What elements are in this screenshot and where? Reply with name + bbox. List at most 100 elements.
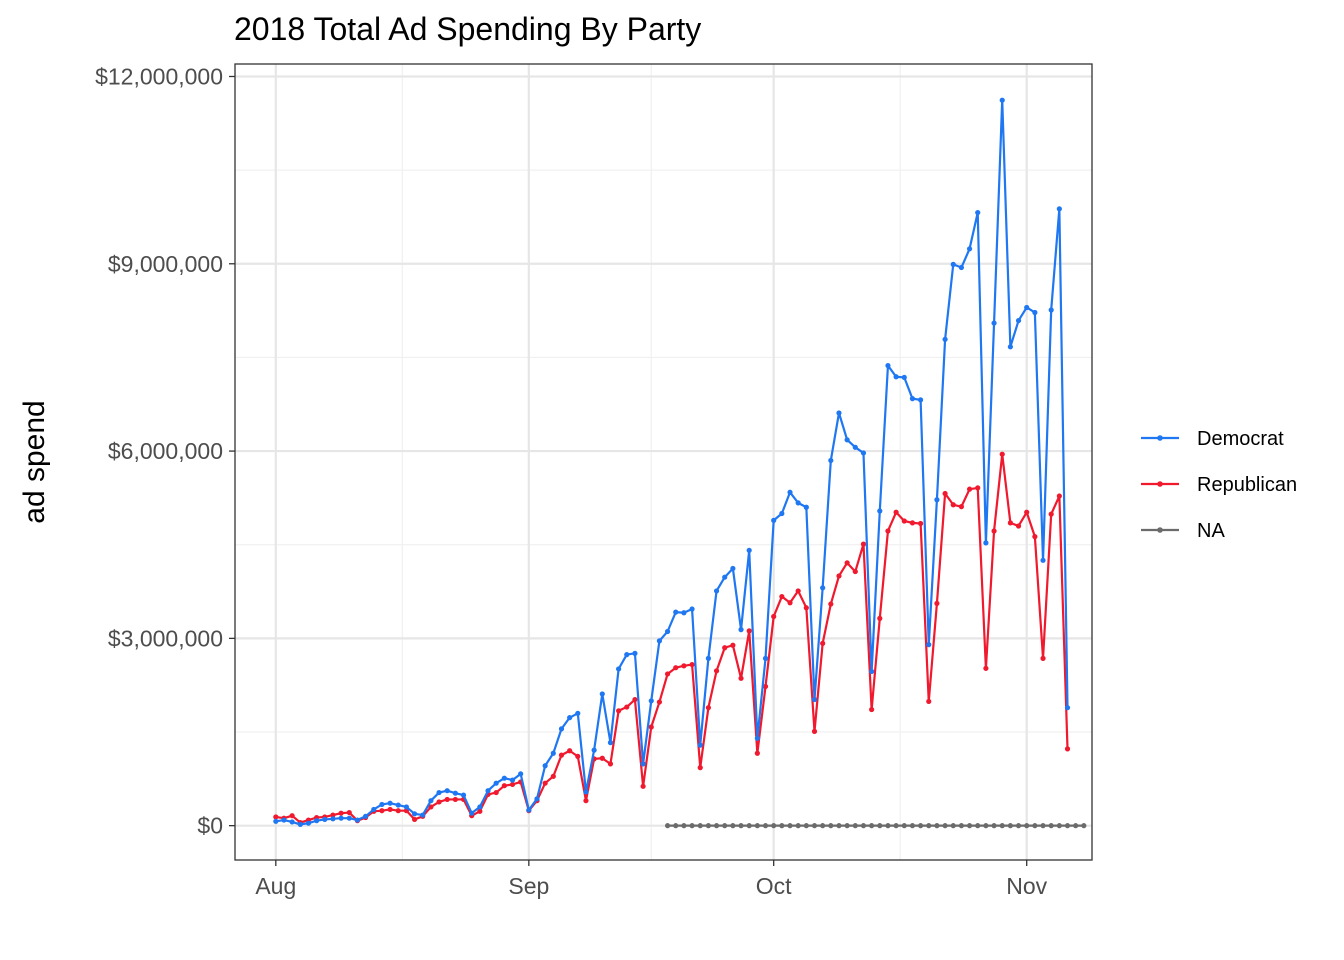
data-point: [599, 691, 605, 697]
data-point: [746, 628, 752, 634]
data-point: [501, 775, 507, 781]
data-point: [273, 814, 279, 820]
data-point: [420, 812, 426, 818]
data-point: [583, 798, 589, 804]
data-point: [738, 823, 744, 829]
legend-key-point: [1157, 527, 1163, 533]
data-point: [983, 823, 989, 829]
data-point: [934, 497, 940, 503]
data-point: [640, 783, 646, 789]
data-point: [844, 823, 850, 829]
data-point: [950, 823, 956, 829]
x-tick-label: Oct: [756, 873, 792, 899]
data-point: [411, 811, 418, 817]
data-point: [999, 97, 1005, 103]
data-point: [820, 640, 826, 646]
data-point: [820, 585, 826, 591]
y-tick-label: $9,000,000: [108, 251, 223, 277]
data-point: [1040, 655, 1046, 661]
data-point: [1015, 317, 1022, 324]
data-point: [926, 642, 932, 648]
data-point: [869, 823, 875, 829]
data-point: [297, 821, 303, 828]
data-point: [975, 485, 981, 491]
data-point: [689, 661, 695, 668]
data-point: [966, 823, 973, 829]
y-tick-label: $0: [197, 813, 223, 839]
data-point: [991, 823, 997, 829]
data-point: [575, 753, 581, 759]
chart-title: 2018 Total Ad Spending By Party: [234, 11, 701, 47]
data-point: [869, 668, 875, 675]
data-point: [836, 573, 842, 579]
data-point: [673, 823, 679, 829]
data-point: [885, 823, 891, 829]
data-point: [860, 823, 867, 829]
data-point: [379, 808, 385, 814]
data-point: [918, 397, 924, 403]
data-point: [493, 789, 499, 796]
minor-gridlines: [235, 64, 1092, 860]
data-point: [493, 780, 499, 786]
data-point: [322, 816, 328, 823]
data-point: [844, 437, 850, 443]
data-point: [893, 509, 899, 515]
data-point: [640, 761, 646, 767]
data-point: [632, 650, 638, 656]
data-point: [681, 663, 687, 669]
data-point: [730, 823, 736, 829]
data-point: [828, 823, 834, 829]
data-point: [730, 642, 736, 648]
data-point: [607, 740, 614, 746]
data-point: [509, 777, 516, 783]
data-point: [705, 823, 711, 829]
data-point: [836, 823, 842, 829]
data-point: [387, 806, 393, 813]
data-point: [713, 668, 720, 674]
data-point: [526, 807, 532, 813]
legend-item-na: NA: [1141, 520, 1225, 542]
data-point: [338, 815, 344, 821]
data-point: [811, 823, 818, 829]
data-point: [820, 823, 826, 829]
data-point: [779, 510, 785, 517]
data-point: [1056, 206, 1062, 212]
data-point: [730, 565, 736, 572]
data-point: [436, 789, 442, 796]
data-point: [575, 710, 581, 716]
data-point: [828, 457, 834, 464]
data-point: [664, 823, 671, 829]
data-point: [918, 520, 924, 527]
data-point: [934, 600, 940, 607]
data-point: [583, 789, 589, 795]
data-point: [983, 665, 989, 671]
data-point: [926, 823, 932, 829]
data-point: [844, 560, 850, 566]
data-point: [754, 735, 760, 741]
data-point: [885, 528, 891, 534]
data-point: [338, 810, 344, 816]
data-point: [362, 813, 369, 819]
data-point: [860, 450, 867, 456]
data-point: [379, 801, 385, 808]
y-tick-label: $6,000,000: [108, 438, 223, 464]
data-point: [705, 655, 711, 661]
data-point: [803, 823, 809, 829]
legend-label: Democrat: [1197, 428, 1284, 450]
legend: Democrat Republican NA: [1141, 428, 1297, 542]
data-point: [664, 671, 671, 677]
data-point: [411, 816, 418, 823]
data-point: [1007, 823, 1013, 829]
data-point: [1048, 307, 1054, 313]
data-point: [762, 823, 769, 829]
data-point: [811, 728, 818, 734]
data-point: [681, 610, 687, 616]
data-point: [656, 638, 663, 644]
legend-label: NA: [1197, 520, 1225, 542]
data-point: [281, 817, 287, 823]
data-point: [877, 615, 883, 621]
data-point: [771, 823, 777, 829]
major-gridlines: [235, 64, 1092, 860]
data-point: [1056, 493, 1062, 499]
